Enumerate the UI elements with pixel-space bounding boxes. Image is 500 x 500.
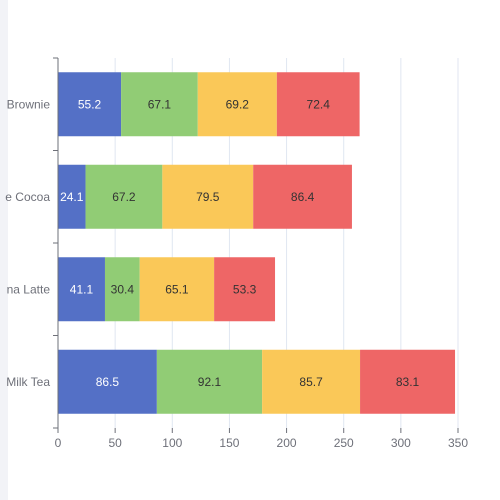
x-tick-label: 0	[55, 436, 62, 450]
data-label: 67.2	[112, 190, 136, 204]
data-label: 85.7	[299, 375, 323, 389]
bar-segment[interactable]	[214, 257, 276, 322]
left-edge-strip	[0, 0, 8, 500]
bar-segment[interactable]	[253, 164, 352, 229]
data-label: 53.3	[233, 282, 257, 296]
data-label: 79.5	[196, 190, 220, 204]
x-tick-label: 100	[162, 436, 182, 450]
category-label: e Cocoa	[5, 190, 50, 204]
data-label: 86.5	[96, 375, 120, 389]
bar-segment[interactable]	[262, 349, 361, 414]
x-tick-label: 350	[448, 436, 468, 450]
data-label: 24.1	[60, 190, 84, 204]
labels: 86.5 92.1 85.7 83.1 41.1 30.4 65.1 53.3 24.1 67.2…	[5, 97, 468, 450]
x-tick-label: 150	[219, 436, 239, 450]
data-label: 55.2	[78, 97, 102, 111]
data-label: 67.1	[148, 97, 172, 111]
bar-segment[interactable]	[156, 349, 263, 414]
data-label: 41.1	[70, 282, 94, 296]
category-label: na Latte	[7, 282, 51, 296]
x-tick-label: 250	[334, 436, 354, 450]
x-tick-label: 300	[391, 436, 411, 450]
bar-segment[interactable]	[85, 164, 163, 229]
bar-segment[interactable]	[58, 72, 122, 137]
data-label: 72.4	[307, 97, 331, 111]
bar-segment[interactable]	[58, 349, 157, 414]
bar-segment[interactable]	[121, 72, 198, 137]
x-tick-label: 50	[108, 436, 122, 450]
data-label: 86.4	[291, 190, 315, 204]
data-label: 83.1	[396, 375, 420, 389]
bar-segment[interactable]	[162, 164, 254, 229]
bar-segment[interactable]	[197, 72, 277, 137]
bar-segment[interactable]	[58, 164, 86, 229]
bar-segment[interactable]	[276, 72, 360, 137]
x-tick-label: 200	[277, 436, 297, 450]
bar-segment[interactable]	[58, 257, 105, 322]
category-label: Milk Tea	[6, 375, 50, 389]
axes	[53, 57, 459, 433]
data-label: 65.1	[165, 282, 189, 296]
category-label: Brownie	[7, 97, 51, 111]
data-label: 69.2	[226, 97, 250, 111]
data-label: 30.4	[111, 282, 135, 296]
data-label: 92.1	[198, 375, 222, 389]
bars	[58, 72, 456, 414]
bar-segment[interactable]	[104, 257, 140, 322]
bar-segment[interactable]	[360, 349, 456, 414]
bar-segment[interactable]	[139, 257, 215, 322]
